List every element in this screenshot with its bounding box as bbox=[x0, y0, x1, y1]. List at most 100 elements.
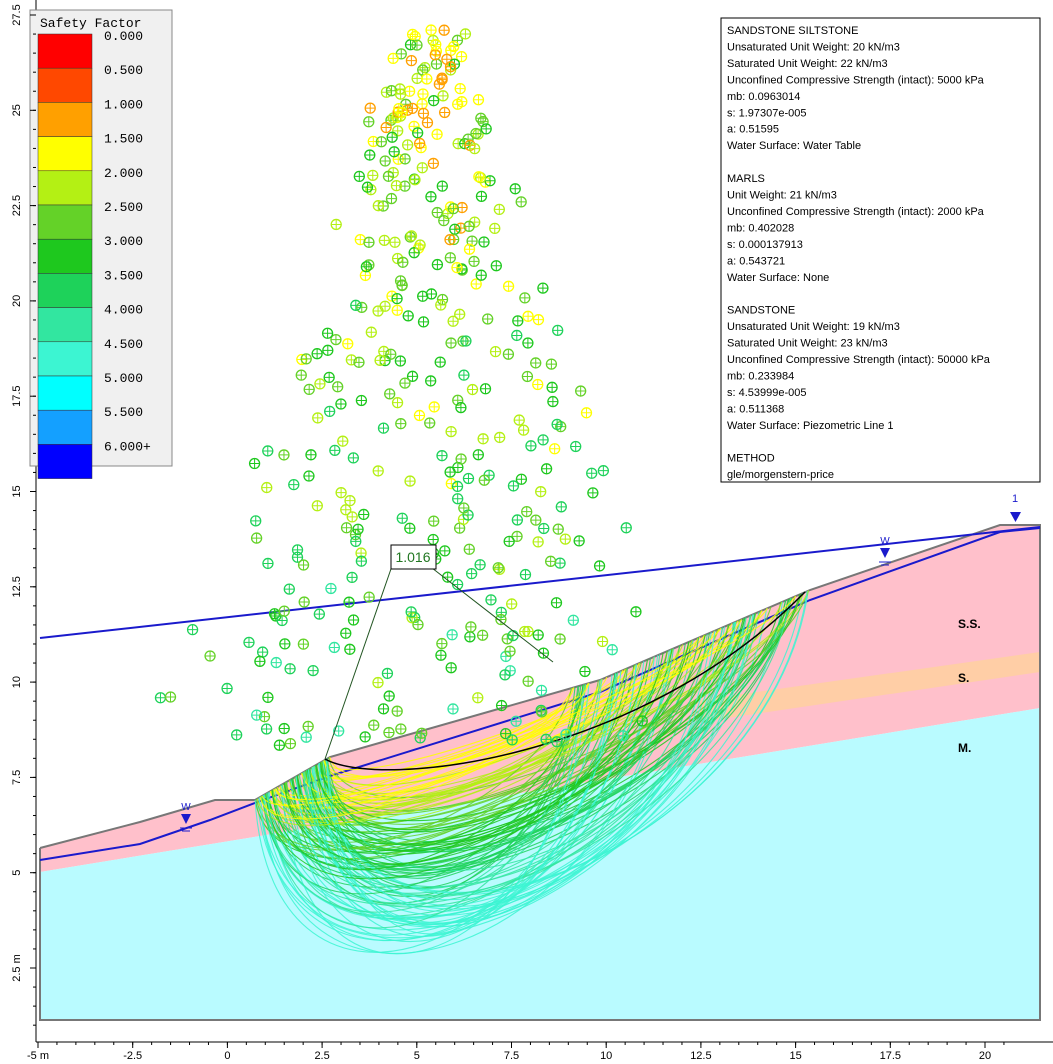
grid-centre bbox=[262, 483, 272, 493]
grid-centre bbox=[553, 325, 563, 335]
grid-centre bbox=[464, 544, 474, 554]
grid-centre bbox=[504, 281, 514, 291]
grid-centre bbox=[468, 385, 478, 395]
grid-centre bbox=[453, 494, 463, 504]
legend-label: 4.000 bbox=[104, 303, 143, 318]
grid-centre bbox=[459, 503, 469, 513]
grid-centre bbox=[385, 389, 395, 399]
grid-centre bbox=[301, 354, 311, 364]
grid-centre bbox=[581, 408, 591, 418]
grid-centre bbox=[400, 378, 410, 388]
grid-centre bbox=[277, 616, 287, 626]
grid-centre bbox=[396, 419, 406, 429]
grid-centre bbox=[481, 384, 491, 394]
grid-centre bbox=[426, 376, 436, 386]
grid-centre bbox=[429, 96, 439, 106]
grid-centre bbox=[389, 147, 399, 157]
grid-centre bbox=[519, 425, 529, 435]
grid-centre bbox=[478, 630, 488, 640]
y-tick-label: 7.5 bbox=[11, 770, 23, 785]
grid-centre bbox=[470, 144, 480, 154]
grid-centre bbox=[413, 128, 423, 138]
grid-centre bbox=[410, 175, 420, 185]
grid-centre bbox=[323, 345, 333, 355]
x-tick-label: 12.5 bbox=[690, 1050, 711, 1062]
grid-centre bbox=[426, 289, 436, 299]
legend-swatch bbox=[38, 273, 92, 307]
grid-centre bbox=[303, 721, 313, 731]
grid-centre bbox=[314, 609, 324, 619]
grid-centre bbox=[550, 444, 560, 454]
grid-centre bbox=[255, 656, 265, 666]
grid-centre bbox=[496, 615, 506, 625]
grid-centre bbox=[312, 349, 322, 359]
grid-centre bbox=[448, 704, 458, 714]
grid-centre bbox=[428, 535, 438, 545]
grid-centre bbox=[347, 512, 357, 522]
grid-centre bbox=[542, 464, 552, 474]
legend-swatch bbox=[38, 171, 92, 205]
grid-centre bbox=[418, 89, 428, 99]
grid-centre bbox=[490, 223, 500, 233]
grid-centre bbox=[406, 56, 416, 66]
grid-centre bbox=[425, 418, 435, 428]
grid-centre bbox=[452, 263, 462, 273]
grid-centre bbox=[289, 480, 299, 490]
grid-centre bbox=[539, 523, 549, 533]
legend-swatch bbox=[38, 205, 92, 239]
grid-centre bbox=[348, 453, 358, 463]
grid-centre bbox=[396, 89, 406, 99]
grid-centre bbox=[465, 632, 475, 642]
grid-centre bbox=[449, 41, 459, 51]
grid-centre bbox=[397, 107, 407, 117]
grid-centre bbox=[432, 129, 442, 139]
grid-centre bbox=[560, 534, 570, 544]
grid-centre bbox=[537, 685, 547, 695]
grid-centre bbox=[392, 706, 402, 716]
legend-label: 5.500 bbox=[104, 405, 143, 420]
grid-centre bbox=[475, 560, 485, 570]
grid-centre bbox=[503, 349, 513, 359]
grid-centre bbox=[520, 293, 530, 303]
grid-centre bbox=[426, 192, 436, 202]
grid-centre bbox=[258, 647, 268, 657]
grid-centre bbox=[382, 668, 392, 678]
grid-centre bbox=[460, 29, 470, 39]
grid-centre bbox=[464, 221, 474, 231]
grid-centre bbox=[435, 357, 445, 367]
x-tick-label: 5 bbox=[414, 1050, 420, 1062]
info-line: a: 0.511368 bbox=[727, 403, 784, 415]
grid-centre bbox=[383, 171, 393, 181]
grid-centre bbox=[438, 91, 448, 101]
grid-centre bbox=[280, 639, 290, 649]
legend-label: 3.500 bbox=[104, 268, 143, 283]
grid-centre bbox=[533, 537, 543, 547]
legend-label: 0.000 bbox=[104, 29, 143, 44]
grid-centre bbox=[391, 181, 401, 191]
grid-centre bbox=[376, 137, 386, 147]
grid-centre bbox=[357, 302, 367, 312]
legend-label: 6.000+ bbox=[104, 439, 151, 454]
grid-centre bbox=[301, 732, 311, 742]
y-tick-label: 25 bbox=[11, 104, 23, 116]
grid-centre bbox=[598, 637, 608, 647]
grid-centre bbox=[392, 305, 402, 315]
grid-centre bbox=[576, 386, 586, 396]
grid-centre bbox=[523, 311, 533, 321]
grid-centre bbox=[299, 560, 309, 570]
grid-centre bbox=[397, 513, 407, 523]
grid-centre bbox=[483, 314, 493, 324]
info-line: Unsaturated Unit Weight: 19 kN/m3 bbox=[727, 321, 900, 333]
grid-centre bbox=[436, 300, 446, 310]
grid-centre bbox=[315, 379, 325, 389]
grid-centre bbox=[476, 113, 486, 123]
grid-centre bbox=[450, 224, 460, 234]
grid-centre bbox=[523, 338, 533, 348]
grid-centre bbox=[324, 372, 334, 382]
x-tick-label: 2.5 bbox=[314, 1050, 329, 1062]
grid-centre bbox=[379, 704, 389, 714]
grid-centre bbox=[364, 237, 374, 247]
info-line: Unit Weight: 21 kN/m3 bbox=[727, 190, 837, 202]
legend-swatch bbox=[38, 410, 92, 444]
legend-label: 5.000 bbox=[104, 371, 143, 386]
